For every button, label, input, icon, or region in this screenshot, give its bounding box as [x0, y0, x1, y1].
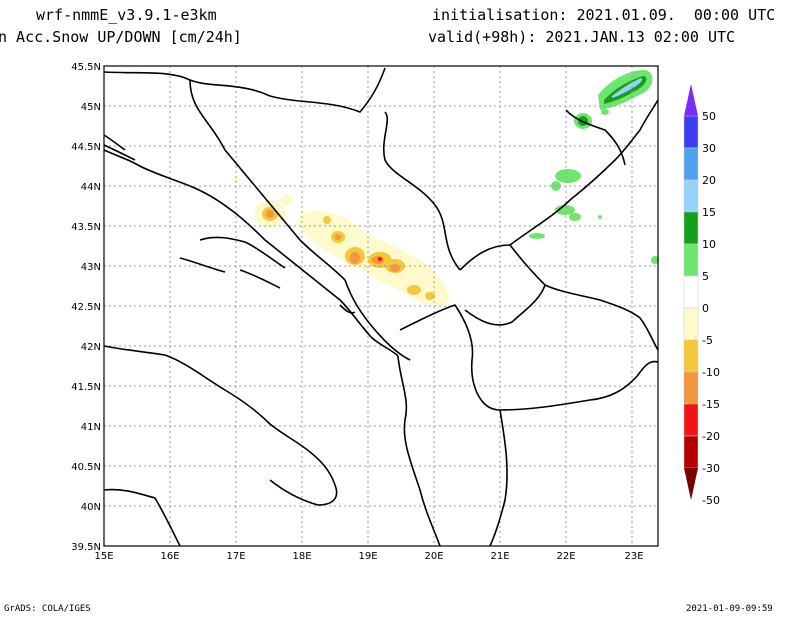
lat-label: 44N [81, 182, 101, 193]
colorbar-label: 50 [702, 110, 716, 123]
lon-label: 19E [358, 551, 377, 562]
lon-label: 23E [624, 551, 643, 562]
lon-label: 20E [424, 551, 443, 562]
lat-label: 45.5N [71, 62, 101, 73]
precip-fields [231, 70, 659, 306]
colorbar-swatch [683, 307, 699, 341]
lon-label: 15E [94, 551, 113, 562]
lat-label: 43.5N [71, 222, 101, 233]
colorbar-swatch [683, 147, 699, 181]
lon-label: 18E [292, 551, 311, 562]
colorbar-swatch [683, 371, 699, 405]
footer-timestamp: 2021-01-09-09:59 [686, 604, 773, 614]
gridlines [104, 66, 658, 546]
lon-label: 21E [490, 551, 509, 562]
lat-label: 40.5N [71, 462, 101, 473]
valid-time: valid(+98h): 2021.JAN.13 02:00 UTC [428, 28, 736, 46]
lon-label: 16E [160, 551, 179, 562]
colorbar-label: -15 [702, 398, 720, 411]
colorbar-label: -10 [702, 366, 720, 379]
colorbar-swatch [683, 275, 699, 309]
colorbar-swatch [683, 339, 699, 373]
colorbar-swatch [683, 243, 699, 277]
colorbar-label: -20 [702, 430, 720, 443]
footer-credit: GrADS: COLA/IGES [4, 604, 91, 614]
model-title: wrf-nmmE_v3.9.1-e3km [36, 6, 217, 24]
lat-label: 41N [81, 422, 101, 433]
colorbar-arrow-top [684, 84, 698, 116]
init-time: initialisation: 2021.01.09. 00:00 UTC [432, 6, 776, 24]
colorbar-arrow-bottom [684, 468, 698, 500]
colorbar-label: 30 [702, 142, 716, 155]
lon-label: 17E [226, 551, 245, 562]
longitude-labels: 15E 16E 17E 18E 19E 20E 21E 22E 23E [94, 551, 643, 562]
colorbar-swatch [683, 435, 699, 469]
map-frame [103, 65, 659, 547]
coastlines-and-borders [103, 67, 659, 547]
colorbar-label: 0 [702, 302, 709, 315]
lat-label: 43N [81, 262, 101, 273]
lat-label: 42.5N [71, 302, 101, 313]
colorbar-swatch [683, 115, 699, 149]
colorbar-swatch [683, 403, 699, 437]
lat-label: 40N [81, 502, 101, 513]
lat-label: 44.5N [71, 142, 101, 153]
colorbar-label: -50 [702, 494, 720, 507]
colorbar-label: 10 [702, 238, 716, 251]
lat-label: 41.5N [71, 382, 101, 393]
variable-title: n Acc.Snow UP/DOWN [cm/24h] [0, 28, 242, 46]
colorbar-label: 15 [702, 206, 716, 219]
colorbar-label: 20 [702, 174, 716, 187]
lon-label: 22E [556, 551, 575, 562]
colorbar-label: -5 [702, 334, 713, 347]
colorbar-label: -30 [702, 462, 720, 475]
lat-label: 42N [81, 342, 101, 353]
latitude-labels: 45.5N 45N 44.5N 44N 43.5N 43N 42.5N 42N … [71, 62, 101, 553]
colorbar-label: 5 [702, 270, 709, 283]
colorbar-swatch [683, 211, 699, 245]
colorbar-swatch [683, 179, 699, 213]
lat-label: 45N [81, 102, 101, 113]
lat-label: 39.5N [71, 542, 101, 553]
